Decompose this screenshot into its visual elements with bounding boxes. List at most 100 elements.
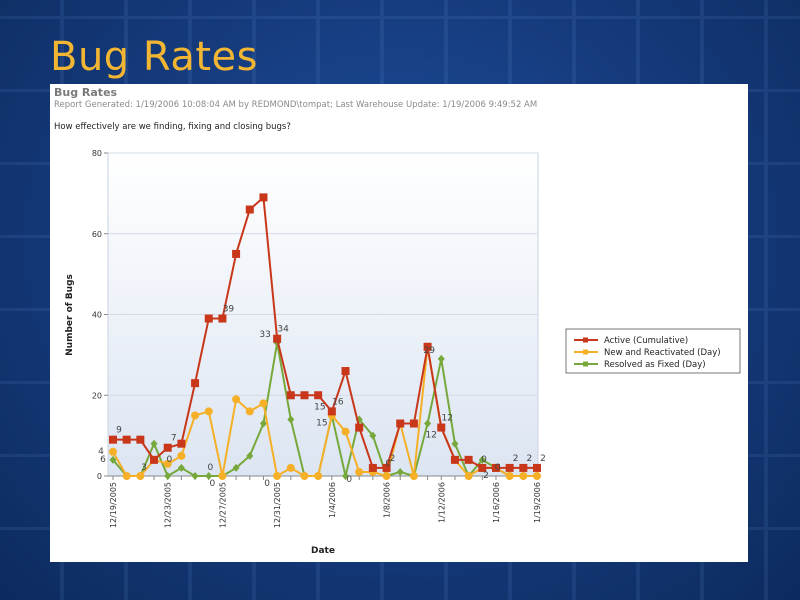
data-point	[273, 334, 282, 343]
slide-title: Bug Rates	[50, 34, 258, 80]
data-point	[259, 193, 268, 202]
data-label: 0	[346, 475, 352, 485]
data-point	[136, 435, 145, 444]
data-point	[396, 419, 405, 428]
x-tick-label: 12/23/2005	[164, 482, 173, 528]
legend-marker	[583, 349, 588, 355]
data-point	[191, 472, 199, 480]
x-axis-label: Date	[311, 546, 335, 556]
data-point	[232, 463, 240, 472]
data-label: 3	[141, 463, 147, 473]
data-point	[533, 472, 541, 480]
data-point	[437, 423, 446, 432]
data-point	[369, 431, 377, 440]
data-point	[204, 314, 213, 323]
data-point	[424, 419, 432, 428]
data-point	[300, 391, 309, 400]
data-point	[533, 463, 541, 472]
data-label: 0	[167, 455, 173, 465]
data-label: 12	[426, 431, 437, 441]
data-point	[109, 435, 117, 444]
data-point	[314, 391, 323, 400]
data-point	[437, 354, 445, 363]
data-point	[163, 443, 172, 452]
x-tick-label: 1/4/2006	[328, 482, 337, 518]
data-point	[314, 472, 323, 480]
data-point	[286, 391, 295, 400]
data-point	[464, 455, 473, 464]
data-point	[355, 423, 364, 432]
data-point	[245, 205, 254, 214]
data-point	[205, 472, 213, 480]
data-point	[519, 472, 528, 480]
data-label: 4	[98, 447, 104, 457]
data-label: 29	[424, 346, 436, 356]
data-point	[259, 399, 268, 408]
data-label: 34	[277, 325, 289, 335]
data-point	[177, 439, 186, 448]
legend: Active (Cumulative) New and Reactivated (…	[565, 328, 741, 374]
data-point	[150, 455, 159, 464]
data-point	[136, 472, 145, 480]
data-point	[232, 249, 241, 258]
data-point	[246, 451, 254, 460]
y-tick-label: 60	[92, 230, 102, 239]
data-point	[177, 451, 186, 460]
data-point	[163, 459, 172, 468]
data-point	[341, 367, 350, 376]
data-point	[505, 472, 514, 480]
y-axis-label: Number of Bugs	[65, 274, 75, 356]
data-point	[327, 407, 336, 416]
data-point	[355, 467, 364, 476]
data-point	[191, 379, 200, 388]
data-label: 0	[210, 479, 216, 489]
data-point	[287, 415, 295, 424]
data-point	[273, 472, 282, 480]
data-point	[450, 455, 459, 464]
data-point	[164, 472, 172, 480]
data-point	[478, 455, 486, 464]
y-tick-label: 80	[92, 149, 102, 158]
data-point	[204, 407, 213, 416]
legend-label: New and Reactivated (Day)	[604, 348, 721, 358]
data-point	[286, 463, 295, 472]
data-label: 39	[223, 305, 235, 315]
data-point	[109, 447, 117, 456]
data-point	[409, 472, 418, 480]
report-subtitle: Report Generated: 1/19/2006 10:08:04 AM …	[54, 100, 538, 110]
x-tick-label: 12/19/2005	[109, 482, 118, 528]
data-point	[218, 314, 227, 323]
x-tick-label: 12/27/2005	[218, 482, 227, 528]
y-tick-label: 0	[97, 472, 102, 481]
x-tick-label: 1/16/2006	[492, 482, 501, 523]
data-label: 16	[332, 397, 344, 407]
legend-label: Resolved as Fixed (Day)	[604, 360, 706, 370]
data-point	[451, 439, 459, 448]
data-point	[382, 463, 391, 472]
y-tick-label: 20	[92, 391, 102, 400]
data-label: 12	[442, 414, 453, 424]
data-point	[218, 472, 227, 480]
data-label: 2	[483, 471, 489, 481]
data-point	[122, 435, 131, 444]
data-point	[300, 472, 309, 480]
x-tick-label: 12/31/2005	[273, 482, 282, 528]
data-point	[382, 472, 391, 480]
data-point	[150, 439, 158, 448]
data-label: 6	[100, 455, 106, 465]
legend-marker	[583, 337, 588, 343]
data-label: 2	[513, 454, 519, 464]
data-point	[109, 455, 117, 464]
data-label: 2	[390, 454, 396, 464]
data-point	[245, 407, 254, 416]
data-point	[423, 342, 432, 351]
data-label: 7	[171, 434, 177, 444]
report-question: How effectively are we finding, fixing a…	[54, 122, 291, 132]
data-point	[342, 472, 350, 480]
data-point	[396, 467, 404, 476]
data-point	[177, 463, 185, 472]
data-point	[122, 472, 131, 480]
legend-marker	[583, 361, 588, 367]
data-point	[519, 463, 528, 472]
